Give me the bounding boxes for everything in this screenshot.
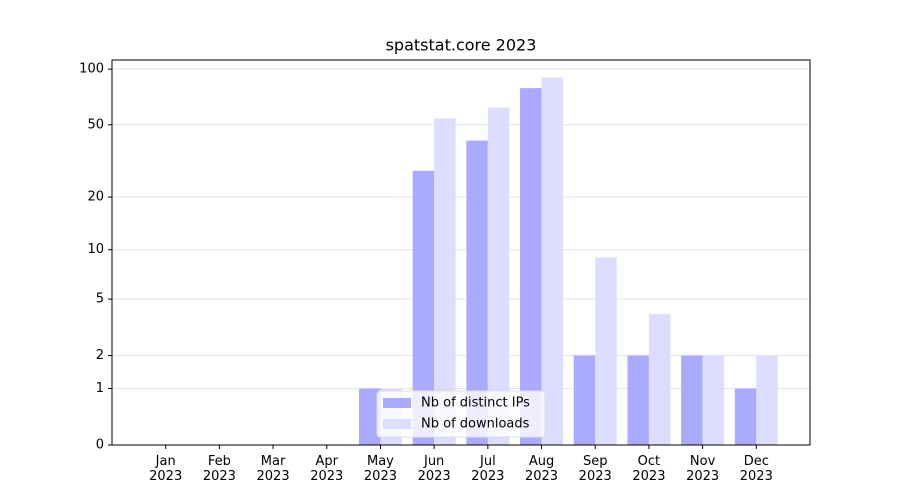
bar (520, 88, 542, 445)
x-tick-label: Dec 2023 (739, 454, 773, 484)
bar (541, 77, 564, 446)
plot-frame (111, 59, 811, 446)
legend-swatch (383, 398, 411, 408)
y-tick-label: 50 (87, 117, 104, 132)
y-tick-label: 1 (96, 381, 104, 396)
bar (627, 355, 649, 445)
bar (487, 107, 510, 446)
y-tick-label: 5 (96, 292, 104, 307)
x-tick-label: Jun 2023 (417, 454, 451, 484)
x-tick-label: Mar 2023 (256, 454, 290, 484)
bar (595, 257, 617, 445)
bar (358, 388, 381, 445)
x-tick-label: Feb 2023 (202, 454, 236, 484)
bar (681, 355, 703, 445)
y-tick-label: 10 (87, 242, 104, 257)
legend-label: Nb of distinct IPs (421, 396, 530, 411)
y-tick-label: 0 (96, 438, 104, 453)
x-tick-label: Sep 2023 (578, 454, 612, 484)
bar (412, 170, 435, 445)
legend-swatch (383, 419, 411, 429)
x-tick-label: Aug 2023 (524, 454, 559, 484)
chart-title: spatstat.core 2023 (386, 36, 537, 55)
x-tick-label: Apr 2023 (310, 454, 344, 484)
bar (434, 118, 456, 445)
y-tick-label: 20 (87, 190, 104, 205)
legend-box (376, 390, 546, 438)
x-tick-label: Oct 2023 (632, 454, 666, 484)
bar (648, 313, 671, 445)
bar (702, 355, 725, 445)
x-tick-label: Nov 2023 (686, 454, 720, 484)
y-tick-label: 2 (96, 348, 104, 363)
legend-label: Nb of downloads (421, 417, 530, 432)
bar (734, 388, 757, 445)
bar (573, 355, 596, 445)
x-tick-label: Jul 2023 (471, 454, 505, 484)
bar (466, 140, 488, 445)
bar (756, 355, 778, 445)
x-tick-label: May 2023 (363, 454, 397, 484)
x-tick-label: Jan 2023 (149, 454, 183, 484)
y-tick-label: 100 (79, 62, 104, 77)
